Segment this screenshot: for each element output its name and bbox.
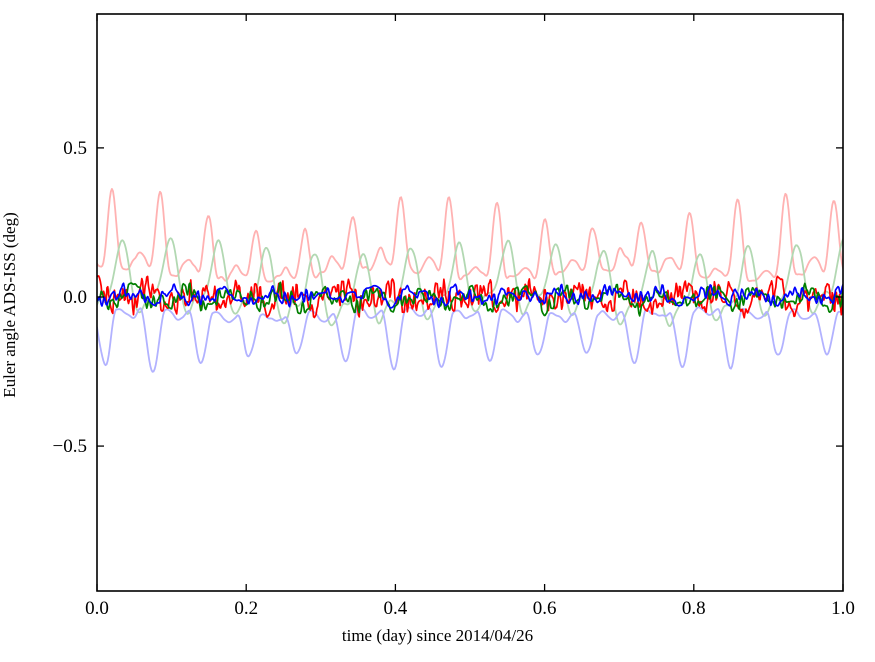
axes-frame — [96, 13, 844, 592]
series-line-pale-red-orbital-oscillation — [97, 187, 843, 283]
series-line-pale-blue-orbital-oscillation — [97, 306, 843, 373]
series-line-pale-green-orbital-oscillation — [97, 237, 843, 327]
series-line-green-residual — [97, 281, 843, 317]
x-tick-label: 0.0 — [85, 598, 109, 619]
x-tick-label: 0.4 — [384, 598, 408, 619]
x-tick-label: 1.0 — [831, 598, 855, 619]
y-tick-label: 0.5 — [63, 138, 87, 159]
x-tick-label: 0.6 — [533, 598, 557, 619]
series-line-blue-residual — [97, 282, 843, 309]
y-tick-label: 0.0 — [63, 287, 87, 308]
y-tick-label: −0.5 — [53, 436, 87, 457]
x-tick-label: 0.8 — [682, 598, 706, 619]
x-tick-label: 0.2 — [234, 598, 258, 619]
y-axis-label: Euler angle ADS-ISS (deg) — [0, 212, 19, 398]
x-axis-label: time (day) since 2014/04/26 — [341, 626, 534, 645]
series-line-red-residual — [97, 275, 843, 319]
